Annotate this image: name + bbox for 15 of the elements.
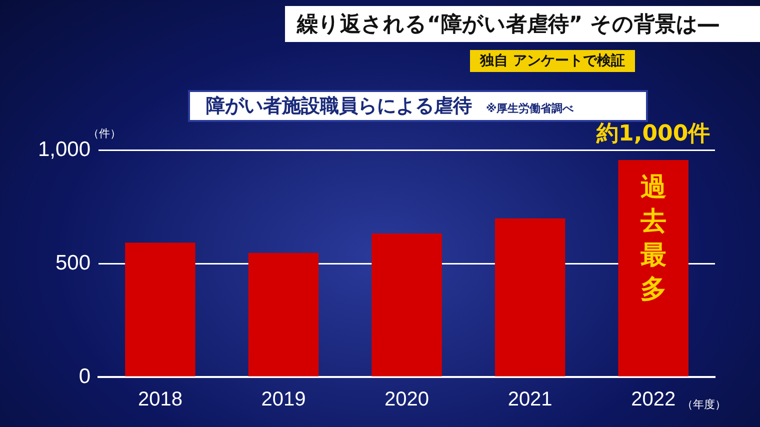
chart-subtitle: 繰り返される“障がい者虐待” その背景は―: [285, 6, 760, 42]
y-tick-label: 0: [78, 364, 91, 388]
y-tick-label: 1,000: [38, 138, 91, 161]
x-tick-label: 2022: [631, 388, 676, 411]
title-panel: 障がい者施設職員らによる虐待 ※厚生労働省調べ: [188, 90, 648, 122]
x-axis-title: （年度）: [682, 397, 726, 412]
text: 独自 アンケートで検証: [470, 50, 635, 72]
x-tick-label: 2021: [508, 388, 552, 411]
x-tick-label: 2020: [384, 388, 430, 411]
annotation: 約1,000件: [596, 122, 710, 147]
annotation: 過去最多: [639, 172, 666, 305]
y-tick-label: 500: [56, 251, 91, 274]
x-tick-label: 2019: [261, 388, 306, 411]
y-axis-title: （件）: [88, 126, 121, 141]
x-tick-label: 2018: [138, 388, 182, 411]
